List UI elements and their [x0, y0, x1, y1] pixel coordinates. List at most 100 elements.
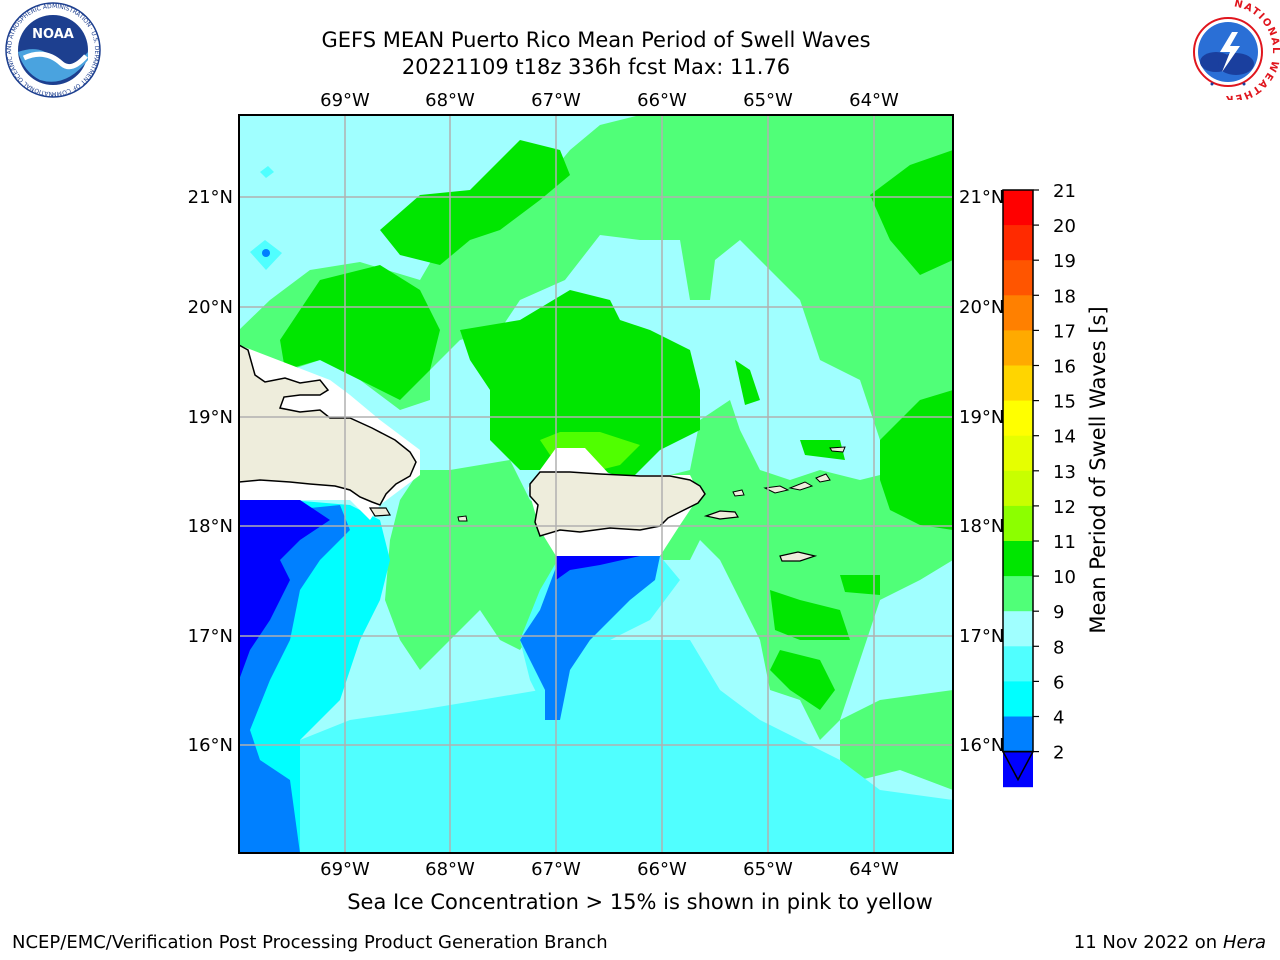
colorbar-swatch [1003, 716, 1033, 753]
colorbar-swatch [1003, 295, 1033, 331]
land-culebra [732, 489, 745, 497]
lon-label-bottom: 67°W [531, 859, 581, 880]
contour-darkblue-west [239, 500, 330, 680]
contour-aqua-spot-2 [260, 166, 274, 178]
colorbar-tick-label: 10 [1053, 567, 1076, 588]
land-saona [368, 507, 391, 517]
colorbar-tick-label: 21 [1053, 181, 1076, 202]
footer-host: Hera [1222, 932, 1266, 953]
nws-logo: NATIONAL WEATHER SERVICE [1176, 0, 1280, 100]
land-tortola [788, 481, 814, 491]
colorbar-swatch [1003, 646, 1033, 682]
graticule [239, 115, 953, 853]
lon-label-top: 67°W [531, 90, 581, 111]
colorbar-swatch [1003, 435, 1033, 472]
colorbar-tick-label: 17 [1053, 321, 1076, 342]
map-frame [238, 114, 954, 854]
footer-date-text: 11 Nov 2022 on [1073, 932, 1218, 953]
lat-label-right: 18°N [959, 516, 1004, 537]
lat-label-left: 21°N [188, 187, 233, 208]
contour-aqua-south [300, 640, 953, 853]
colorbar-tick-label: 8 [1053, 637, 1064, 658]
colorbar-label: Mean Period of Swell Waves [s] [1086, 306, 1110, 633]
contour-bright-green-5 [880, 390, 953, 530]
lon-label-bottom: 65°W [743, 859, 793, 880]
land-vieques [703, 510, 739, 520]
land-virgin-gorda [815, 473, 831, 483]
lat-label-left: 19°N [188, 407, 233, 428]
contour-bright-green-1 [380, 140, 570, 265]
colorbar-swatch [1003, 400, 1033, 437]
contour-bright-green-8 [840, 575, 880, 595]
contour-blue-center [520, 556, 660, 720]
contour-bright-green-4 [460, 290, 700, 480]
contour-bright-green-10 [735, 360, 760, 405]
lat-label-left: 16°N [188, 735, 233, 756]
noaa-logo-text: NOAA [32, 27, 74, 42]
colorbar-swatch [1003, 260, 1033, 296]
colorbar-tick-label: 11 [1053, 532, 1076, 553]
lon-label-bottom: 68°W [425, 859, 475, 880]
lon-label-bottom: 64°W [849, 859, 899, 880]
colorbar-tick-label: 16 [1053, 357, 1076, 378]
lat-label-left: 17°N [188, 626, 233, 647]
contour-bright-green-9 [800, 440, 845, 460]
land-st-croix [779, 551, 818, 562]
footer-credit: NCEP/EMC/Verification Post Processing Pr… [12, 932, 608, 953]
colorbar-swatch [1003, 330, 1033, 366]
colorbar-tick-label: 9 [1053, 602, 1064, 623]
footer-date: 11 Nov 2022 on Hera [1074, 932, 1266, 953]
colorbar-swatch [1003, 681, 1033, 717]
colorbar-tick-label: 14 [1053, 427, 1076, 448]
lat-label-left: 18°N [188, 516, 233, 537]
colorbar-swatch [1003, 541, 1033, 577]
contour-lime [540, 432, 640, 470]
contour-blue-spot [262, 249, 270, 257]
colorbar-tick-label: 12 [1053, 497, 1076, 518]
colorbar-swatch [1003, 576, 1033, 612]
colorbar-swatch [1003, 190, 1033, 226]
lon-label-top: 66°W [637, 90, 687, 111]
lat-label-right: 20°N [959, 297, 1004, 318]
map-title: GEFS MEAN Puerto Rico Mean Period of Swe… [321, 28, 871, 52]
lat-label-right: 16°N [959, 735, 1004, 756]
lat-label-right: 21°N [959, 187, 1004, 208]
contour-bright-green-7 [770, 650, 835, 710]
lon-label-top: 65°W [743, 90, 793, 111]
colorbar-tick-label: 2 [1053, 743, 1064, 764]
contour-bright-green-6 [770, 590, 850, 640]
lat-label-right: 19°N [959, 407, 1004, 428]
lat-label-left: 20°N [188, 297, 233, 318]
lon-label-top: 64°W [849, 90, 899, 111]
land-anegada [829, 446, 846, 453]
colorbar-tick-label: 13 [1053, 462, 1076, 483]
lon-label-bottom: 66°W [637, 859, 687, 880]
lon-label-top: 69°W [320, 90, 370, 111]
colorbar-swatch [1003, 225, 1033, 261]
colorbar-tick-label: 18 [1053, 286, 1076, 307]
contour-bright-green-3 [280, 265, 440, 400]
contour-darkblue-center [556, 556, 640, 580]
land-hispaniola [239, 344, 417, 506]
colorbar-swatch [1003, 365, 1033, 402]
colorbar: 21 20 19 18 17 16 15 14 13 12 11 10 9 8 6 4 2 [1001, 181, 1076, 788]
land-st-thomas [763, 485, 790, 494]
colorbar-tick-label: 6 [1053, 672, 1064, 693]
colorbar-swatch [1003, 470, 1033, 507]
swell-period-field [239, 115, 953, 853]
colorbar-tick-label: 19 [1053, 251, 1076, 272]
noaa-logo: NATIONAL OCEANIC AND ATMOSPHERIC ADMINIS… [0, 0, 101, 98]
colorbar-tick-label: 4 [1053, 708, 1064, 729]
colorbar-swatch [1003, 611, 1033, 647]
lat-label-right: 17°N [959, 626, 1004, 647]
contour-green-southeast [840, 690, 953, 790]
sea-ice-note: Sea Ice Concentration > 15% is shown in … [347, 890, 933, 914]
lon-label-top: 68°W [425, 90, 475, 111]
colorbar-tick-label: 20 [1053, 216, 1076, 237]
map-subtitle: 20221109 t18z 336h fcst Max: 11.76 [401, 55, 791, 79]
land-mona [457, 515, 468, 522]
contour-bright-green-2 [870, 150, 953, 275]
colorbar-tick-label: 15 [1053, 392, 1076, 413]
